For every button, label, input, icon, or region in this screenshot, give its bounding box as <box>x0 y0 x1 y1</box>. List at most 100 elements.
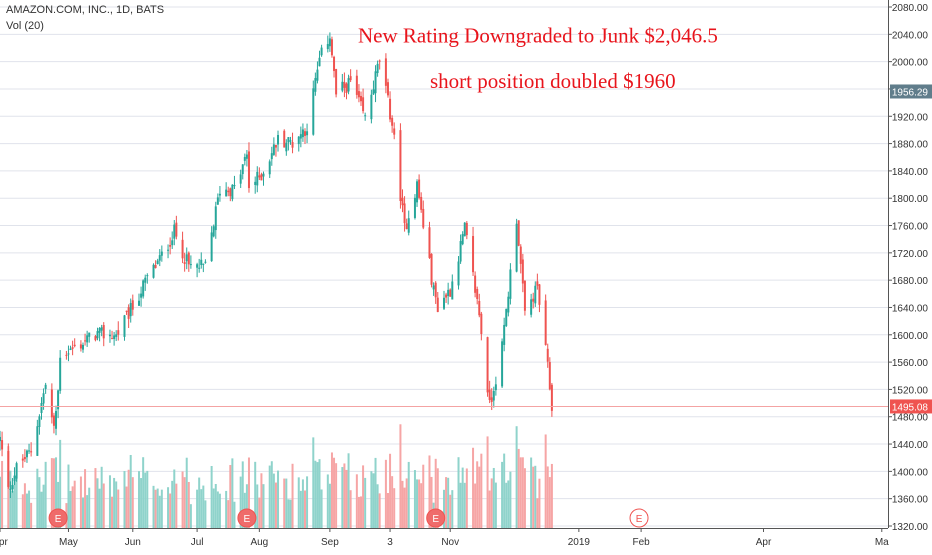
candle-body[interactable] <box>287 137 290 143</box>
candle-body[interactable] <box>50 389 53 418</box>
candle-body[interactable] <box>521 259 524 284</box>
candle-body[interactable] <box>420 196 423 210</box>
candle-body[interactable] <box>94 336 97 341</box>
earnings-marker[interactable]: E <box>426 508 446 528</box>
price-axis[interactable]: 2080.002040.002000.001960.001920.001880.… <box>888 0 932 533</box>
candle-body[interactable] <box>36 426 39 456</box>
candle-body[interactable] <box>355 75 358 95</box>
candle-body[interactable] <box>548 362 551 390</box>
candle-body[interactable] <box>169 245 172 247</box>
candle-body[interactable] <box>171 240 174 246</box>
candle-body[interactable] <box>318 57 321 67</box>
candle-body[interactable] <box>507 296 510 313</box>
candle-body[interactable] <box>156 260 159 265</box>
candle-body[interactable] <box>306 131 309 136</box>
candle-body[interactable] <box>461 234 464 245</box>
candle-body[interactable] <box>142 280 145 297</box>
candle-body[interactable] <box>534 285 537 304</box>
candle-body[interactable] <box>349 76 352 81</box>
candle-body[interactable] <box>503 324 506 345</box>
candle-body[interactable] <box>399 130 402 202</box>
candle-body[interactable] <box>326 44 329 50</box>
candle-body[interactable] <box>57 390 60 410</box>
candle-body[interactable] <box>312 88 315 135</box>
candle-body[interactable] <box>405 223 408 230</box>
candle-body[interactable] <box>189 264 192 266</box>
candle-body[interactable] <box>123 315 126 337</box>
candle-body[interactable] <box>347 78 350 92</box>
candle-body[interactable] <box>490 397 493 402</box>
candle-body[interactable] <box>474 275 477 293</box>
candle-body[interactable] <box>231 184 234 200</box>
candle-body[interactable] <box>299 134 302 139</box>
candle-body[interactable] <box>519 246 522 264</box>
candle-body[interactable] <box>538 284 541 305</box>
candle-body[interactable] <box>486 337 489 393</box>
candle-body[interactable] <box>131 300 134 310</box>
candle-body[interactable] <box>403 203 406 224</box>
candle-body[interactable] <box>386 82 389 96</box>
candle-body[interactable] <box>198 267 201 269</box>
candle-body[interactable] <box>463 222 466 237</box>
candle-body[interactable] <box>23 456 26 460</box>
candle-body[interactable] <box>501 341 504 387</box>
candle-body[interactable] <box>515 223 518 272</box>
candle-body[interactable] <box>218 193 221 196</box>
candle-body[interactable] <box>451 281 454 300</box>
candle-body[interactable] <box>262 173 265 177</box>
candle-body[interactable] <box>434 282 437 298</box>
candle-body[interactable] <box>200 259 203 266</box>
candle-body[interactable] <box>125 310 128 312</box>
candle-body[interactable] <box>272 144 275 155</box>
candle-body[interactable] <box>476 289 479 299</box>
candle-body[interactable] <box>536 281 539 286</box>
candle-body[interactable] <box>84 340 87 342</box>
candle-body[interactable] <box>364 115 367 117</box>
candle-body[interactable] <box>509 269 512 299</box>
candle-body[interactable] <box>428 227 431 258</box>
candle-body[interactable] <box>418 179 421 198</box>
candle-body[interactable] <box>550 384 553 411</box>
time-axis[interactable]: Apr May Jun Jul Aug Sep 3 Nov 2019 Feb Apr Ma <box>0 528 889 548</box>
candle-body[interactable] <box>214 206 217 231</box>
candle-body[interactable] <box>127 307 130 319</box>
candle-body[interactable] <box>430 253 433 285</box>
candle-body[interactable] <box>316 69 319 81</box>
candle-body[interactable] <box>449 289 452 297</box>
candle-body[interactable] <box>38 416 41 428</box>
candle-body[interactable] <box>40 402 43 413</box>
candle-body[interactable] <box>158 255 161 261</box>
candle-body[interactable] <box>229 188 232 197</box>
candle-body[interactable] <box>389 98 392 120</box>
candle-body[interactable] <box>28 450 31 452</box>
candle-body[interactable] <box>81 344 84 350</box>
candle-body[interactable] <box>185 254 188 262</box>
candle-body[interactable] <box>96 331 99 339</box>
candle-body[interactable] <box>472 236 475 273</box>
candle-body[interactable] <box>314 77 317 92</box>
candle-body[interactable] <box>445 294 448 298</box>
candle-body[interactable] <box>13 475 16 482</box>
candle-body[interactable] <box>401 197 404 206</box>
candle-body[interactable] <box>117 330 120 335</box>
candle-body[interactable] <box>478 300 481 316</box>
candle-body[interactable] <box>372 89 375 95</box>
candle-body[interactable] <box>378 60 381 62</box>
candle-body[interactable] <box>301 129 304 138</box>
candle-body[interactable] <box>416 181 419 203</box>
candle-body[interactable] <box>115 334 118 337</box>
candle-body[interactable] <box>98 327 101 333</box>
candle-body[interactable] <box>0 436 1 442</box>
candle-body[interactable] <box>341 81 344 91</box>
price-candles[interactable] <box>0 32 553 499</box>
candle-body[interactable] <box>494 384 497 391</box>
volume-indicator-label[interactable]: Vol (20) <box>6 20 44 32</box>
candle-body[interactable] <box>459 241 462 262</box>
candle-body[interactable] <box>212 226 215 237</box>
candle-body[interactable] <box>67 353 70 355</box>
candle-body[interactable] <box>108 334 111 337</box>
candle-body[interactable] <box>140 293 143 298</box>
candle-body[interactable] <box>247 151 250 189</box>
candle-body[interactable] <box>362 97 365 112</box>
candle-body[interactable] <box>100 327 103 331</box>
